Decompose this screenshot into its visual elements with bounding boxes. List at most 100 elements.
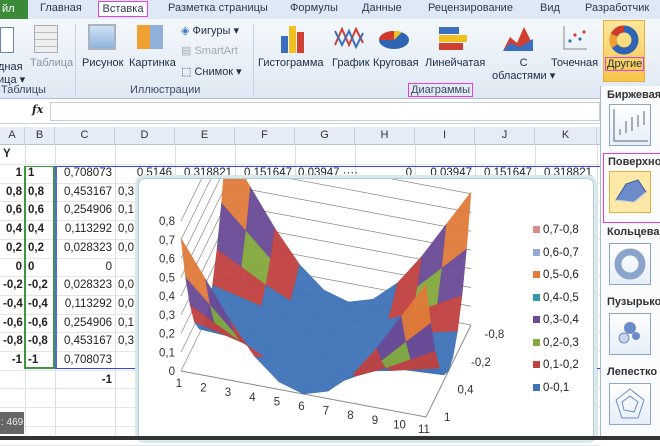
- tab-home[interactable]: Главная: [40, 2, 82, 14]
- cell-d[interactable]: 0,1: [118, 316, 134, 329]
- col-header-g[interactable]: G: [295, 127, 355, 145]
- other-charts-label[interactable]: Другие: [605, 57, 645, 71]
- cell-row1[interactable]: 0,5146: [136, 167, 172, 179]
- cell-c[interactable]: 0,254906: [64, 316, 112, 329]
- picture-button[interactable]: Рисунок: [82, 57, 124, 69]
- cell-b[interactable]: -0,2: [28, 279, 48, 292]
- cell-c[interactable]: 0,028323: [64, 279, 112, 292]
- cell-b[interactable]: 0,6: [28, 204, 44, 217]
- cell-a[interactable]: -0,4: [3, 297, 23, 310]
- col-header-b[interactable]: B: [25, 127, 55, 145]
- cell-d[interactable]: 0,3: [118, 335, 134, 348]
- cell-row1[interactable]: 0,03947: [430, 167, 472, 179]
- legend-item[interactable]: 0,3-0,4: [533, 314, 579, 326]
- cell-d[interactable]: 0,1: [118, 204, 134, 217]
- clipart-button[interactable]: Картинка: [129, 57, 176, 69]
- cell-a[interactable]: 0: [15, 260, 22, 273]
- table-button[interactable]: Таблица: [30, 57, 74, 69]
- cell-b[interactable]: 0,2: [28, 241, 44, 254]
- cell-b[interactable]: -1: [28, 354, 39, 366]
- cell-c[interactable]: 0,708073: [64, 167, 112, 179]
- bar-chart-button[interactable]: Линейчатая: [425, 57, 486, 69]
- cell-a[interactable]: -1: [11, 354, 22, 366]
- radar-chart-option[interactable]: [609, 383, 651, 425]
- cell-row1[interactable]: 0,318821: [544, 167, 592, 179]
- cell-a[interactable]: -0,8: [3, 335, 23, 348]
- cell-b[interactable]: 0,8: [28, 185, 44, 198]
- cell-d[interactable]: 0,3: [118, 185, 134, 198]
- smartart-button[interactable]: ▤ SmartArt: [181, 44, 238, 57]
- cell-row1[interactable]: 0,03947 ····: [298, 167, 359, 179]
- fx-icon[interactable]: fx: [32, 103, 44, 116]
- tab-insert[interactable]: Вставка: [98, 1, 148, 17]
- stock-chart-option[interactable]: [609, 104, 651, 146]
- pivot-table-button[interactable]: дная ица ▾: [0, 61, 26, 86]
- tab-developer[interactable]: Разработчик: [585, 2, 650, 14]
- cell-c[interactable]: 0: [105, 260, 112, 273]
- cell-b[interactable]: 0: [28, 260, 35, 273]
- pie-chart-button[interactable]: Круговая: [373, 57, 419, 69]
- col-header-h[interactable]: H: [355, 127, 415, 145]
- surface-chart-option[interactable]: [609, 171, 651, 213]
- legend-item[interactable]: 0,7-0,8: [533, 224, 579, 236]
- cell-b[interactable]: 1: [28, 167, 35, 179]
- legend-item[interactable]: 0,6-0,7: [533, 247, 579, 259]
- legend-item[interactable]: 0,2-0,3: [533, 337, 579, 349]
- tab-file[interactable]: йл: [0, 0, 28, 19]
- cell-c[interactable]: 0,113292: [64, 297, 112, 310]
- tab-view[interactable]: Вид: [540, 2, 560, 14]
- surface-chart[interactable]: 0 0,1 0,2 0,3 0,4 0,5 0,6 0,7 0,8 1 2 3 4 5 6 7 8 9 10 11 1 0…: [138, 128, 594, 440]
- doughnut-chart-option[interactable]: [609, 243, 651, 285]
- col-header-a[interactable]: A: [0, 127, 25, 145]
- cell-c[interactable]: 0,028323: [64, 241, 112, 254]
- cell-a-y-header[interactable]: Y: [3, 148, 11, 160]
- col-header-e[interactable]: E: [175, 127, 235, 145]
- cell-b[interactable]: -0,6: [28, 316, 48, 329]
- cell-b[interactable]: 0,4: [28, 223, 44, 236]
- cell-c[interactable]: 0,453167: [64, 185, 112, 198]
- cell-row1[interactable]: 0,318821: [184, 167, 232, 179]
- cell-a[interactable]: -0,2: [3, 279, 23, 292]
- cell-row1[interactable]: 0: [405, 167, 412, 179]
- cell-a[interactable]: 0,2: [6, 241, 22, 254]
- cell-a[interactable]: 1: [15, 167, 22, 179]
- screenshot-button[interactable]: ⬚ Снимок ▾: [181, 66, 242, 78]
- cell-a[interactable]: 0,4: [6, 223, 22, 236]
- cell-c[interactable]: 0,708073: [64, 354, 112, 366]
- legend-item[interactable]: 0-0,1: [533, 382, 569, 394]
- cell-c[interactable]: 0,453167: [64, 335, 112, 348]
- cell-c[interactable]: 0,254906: [64, 204, 112, 217]
- col-header-c[interactable]: C: [55, 127, 115, 145]
- tab-page-layout[interactable]: Разметка страницы: [168, 2, 268, 14]
- col-header-j[interactable]: J: [475, 127, 535, 145]
- cell-row1[interactable]: 0,151647: [244, 167, 292, 179]
- cell-b[interactable]: -0,8: [28, 335, 48, 348]
- col-header-i[interactable]: I: [415, 127, 475, 145]
- cell-a[interactable]: 0,6: [6, 204, 22, 217]
- cell-d[interactable]: 0,0: [118, 241, 134, 254]
- scatter-chart-button[interactable]: Точечная: [551, 57, 599, 69]
- other-charts-button[interactable]: [603, 20, 645, 82]
- tab-formulas[interactable]: Формулы: [290, 2, 338, 14]
- cell-a[interactable]: 0,8: [6, 185, 22, 198]
- cell-c[interactable]: 0,113292: [64, 223, 112, 236]
- col-header-f[interactable]: F: [235, 127, 295, 145]
- cell-d[interactable]: 0,0: [118, 279, 134, 292]
- col-header-d[interactable]: D: [115, 127, 175, 145]
- shapes-button[interactable]: ◈ Фигуры ▾: [181, 25, 240, 37]
- bubble-chart-option[interactable]: [609, 313, 651, 355]
- line-chart-button[interactable]: График: [332, 57, 370, 69]
- legend-item[interactable]: 0,4-0,5: [533, 292, 579, 304]
- cell-b[interactable]: -0,4: [28, 297, 48, 310]
- col-header-k[interactable]: K: [535, 127, 597, 145]
- column-chart-button[interactable]: Гистограмма: [258, 57, 324, 69]
- formula-input[interactable]: [50, 102, 600, 121]
- cell-d[interactable]: 0,0: [118, 223, 134, 236]
- tab-data[interactable]: Данные: [362, 2, 402, 14]
- cell-c-x[interactable]: -1: [101, 374, 112, 386]
- tab-review[interactable]: Рецензирование: [428, 2, 513, 14]
- cell-a[interactable]: -0,6: [3, 316, 23, 329]
- legend-item[interactable]: 0,1-0,2: [533, 359, 579, 371]
- legend-item[interactable]: 0,5-0,6: [533, 269, 579, 281]
